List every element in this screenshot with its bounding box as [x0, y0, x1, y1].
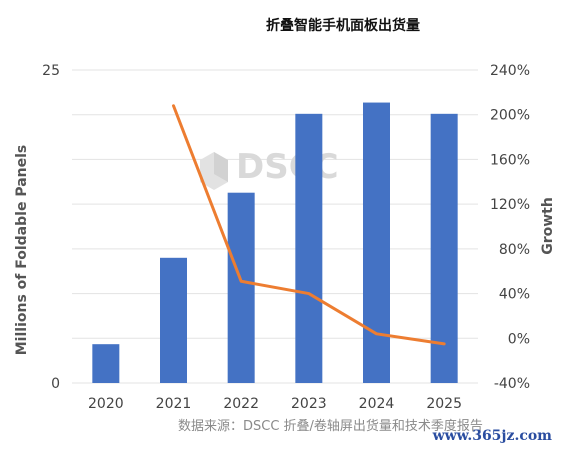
- chart-title: 折叠智能手机面板出货量: [266, 17, 420, 34]
- y-tick-label: 0: [51, 376, 60, 392]
- bar-series: [92, 102, 458, 383]
- bar-2024: [363, 102, 390, 383]
- y2-tick-label: 240%: [490, 63, 530, 79]
- bar-2021: [160, 257, 187, 383]
- y-axis-title: Millions of Foldable Panels: [14, 145, 30, 356]
- dscc-logo-icon: [200, 152, 228, 190]
- site-mark: www.365jz.com: [432, 428, 553, 444]
- y2-tick-label: 40%: [499, 287, 530, 303]
- x-tick-label: 2021: [156, 396, 192, 412]
- y-tick-label: 25: [42, 63, 60, 79]
- x-tick-label: 2024: [359, 396, 395, 412]
- y2-tick-label: -40%: [494, 376, 530, 392]
- x-tick-label: 2020: [88, 396, 124, 412]
- growth-series: [172, 104, 446, 346]
- bar-2023: [295, 113, 323, 383]
- y2-tick-label: 0%: [508, 331, 530, 347]
- y2-tick-label: 160%: [490, 152, 530, 168]
- y2-tick-label: 120%: [490, 197, 530, 213]
- source-note: 数据来源：DSCC 折叠/卷轴屏出货量和技术季度报告: [178, 418, 483, 434]
- x-tick-label: 2022: [223, 396, 259, 412]
- x-tick-label: 2025: [426, 396, 462, 412]
- bar-2022: [227, 192, 255, 383]
- bar-2020: [92, 344, 120, 383]
- axis-ticks: 2020 2021 2022 2023 2024 2025 0 25 -40% 0% 40% 80% 1…: [42, 63, 530, 412]
- y2-axis-title: Growth: [540, 197, 556, 255]
- y2-tick-label: 200%: [490, 108, 530, 124]
- gridlines: [72, 69, 478, 384]
- watermark-text: DSCC: [236, 147, 339, 187]
- y2-tick-label: 80%: [499, 242, 530, 258]
- bar-2025: [430, 113, 458, 383]
- x-tick-label: 2023: [291, 396, 327, 412]
